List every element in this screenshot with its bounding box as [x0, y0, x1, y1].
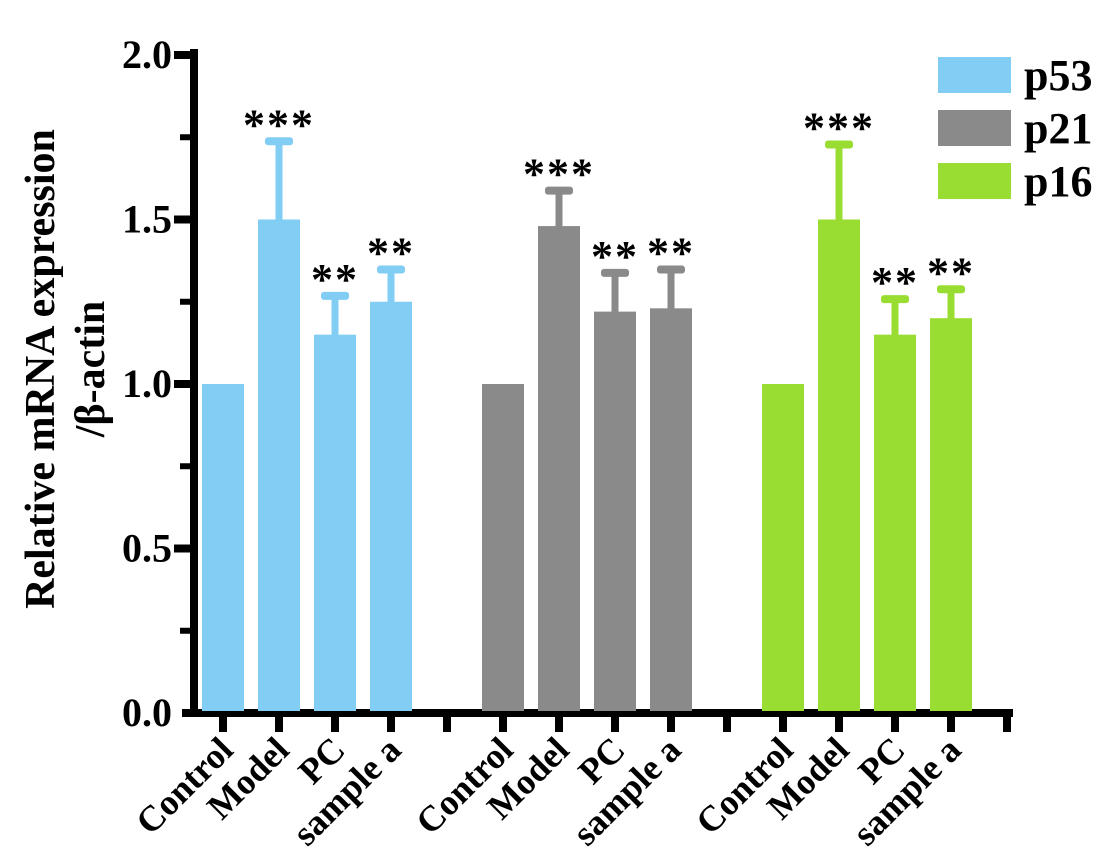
- y-major-tick: [174, 215, 190, 224]
- significance-label: ***: [803, 104, 875, 153]
- y-minor-tick: [180, 627, 190, 634]
- legend-label-p16: p16: [1024, 157, 1092, 206]
- y-tick-label: 1.5: [122, 197, 172, 242]
- y-minor-tick: [180, 298, 190, 305]
- error-bar-cap: [937, 285, 965, 294]
- x-category-label: sample a: [285, 729, 409, 853]
- legend-swatch-p53: [938, 57, 1011, 93]
- error-bar-cap: [321, 291, 349, 300]
- x-tick: [387, 717, 395, 732]
- bar: [594, 311, 636, 711]
- bar: [482, 384, 524, 711]
- significance-label: **: [591, 232, 639, 281]
- y-axis-line: [190, 49, 198, 717]
- y-major-tick: [174, 380, 190, 388]
- bar: [202, 384, 244, 711]
- error-bar-stem: [667, 271, 675, 311]
- y-tick-label: 0.5: [122, 526, 172, 571]
- error-bar-stem: [611, 274, 619, 314]
- x-tick: [555, 717, 563, 732]
- significance-label: **: [871, 258, 919, 307]
- x-tick: [891, 717, 899, 732]
- significance-label: **: [311, 255, 359, 304]
- x-tick: [219, 717, 227, 732]
- x-tick: [1003, 717, 1011, 732]
- x-tick: [723, 717, 731, 732]
- error-bar-stem: [947, 291, 955, 321]
- error-bar-cap: [601, 268, 629, 277]
- error-bar-cap: [657, 265, 685, 274]
- legend-label-p53: p53: [1024, 51, 1092, 100]
- y-major-tick: [174, 544, 190, 553]
- x-tick: [331, 717, 339, 732]
- legend-label-p21: p21: [1024, 104, 1092, 153]
- significance-label: **: [367, 229, 415, 278]
- x-tick: [947, 717, 955, 732]
- bar: [818, 219, 860, 711]
- y-tick-label: 1.0: [122, 361, 172, 406]
- bar: [650, 308, 692, 711]
- x-tick: [275, 717, 283, 732]
- legend-swatch-p16: [938, 163, 1011, 199]
- x-tick: [779, 717, 787, 732]
- x-axis-line: [182, 709, 1013, 717]
- x-tick: [835, 717, 843, 732]
- y-major-tick: [174, 51, 190, 59]
- bar: [874, 334, 916, 711]
- y-tick-label: 0.0: [122, 690, 172, 735]
- bar: [538, 226, 580, 711]
- x-tick: [443, 717, 451, 732]
- significance-label: **: [647, 229, 695, 278]
- significance-label: **: [927, 248, 975, 297]
- significance-label: ***: [243, 100, 315, 149]
- bar: [370, 301, 412, 711]
- y-minor-tick: [180, 134, 190, 141]
- y-axis-title-line1: Relative mRNA expression: [18, 129, 64, 609]
- error-bar-cap: [265, 137, 293, 146]
- bar: [258, 219, 300, 711]
- x-tick: [611, 717, 619, 732]
- error-bar-cap: [377, 265, 405, 274]
- legend-swatch-p21: [938, 110, 1011, 146]
- bar: [762, 384, 804, 711]
- y-minor-tick: [180, 463, 190, 470]
- error-bar-stem: [275, 143, 283, 222]
- bar: [930, 318, 972, 711]
- error-bar-stem: [555, 192, 563, 229]
- significance-label: ***: [523, 150, 595, 199]
- bar: [314, 334, 356, 711]
- error-bar-stem: [835, 146, 843, 222]
- y-tick-label: 2.0: [122, 32, 172, 77]
- x-tick: [667, 717, 675, 732]
- error-bar-cap: [545, 186, 573, 195]
- error-bar-cap: [825, 140, 853, 149]
- x-tick: [499, 717, 507, 732]
- x-category-label: sample a: [565, 729, 689, 853]
- error-bar-stem: [387, 271, 395, 304]
- y-axis-title-line2: /β-actin: [68, 301, 114, 438]
- x-category-label: sample a: [845, 729, 969, 853]
- error-bar-stem: [891, 301, 899, 337]
- error-bar-cap: [881, 295, 909, 304]
- error-bar-stem: [331, 297, 339, 337]
